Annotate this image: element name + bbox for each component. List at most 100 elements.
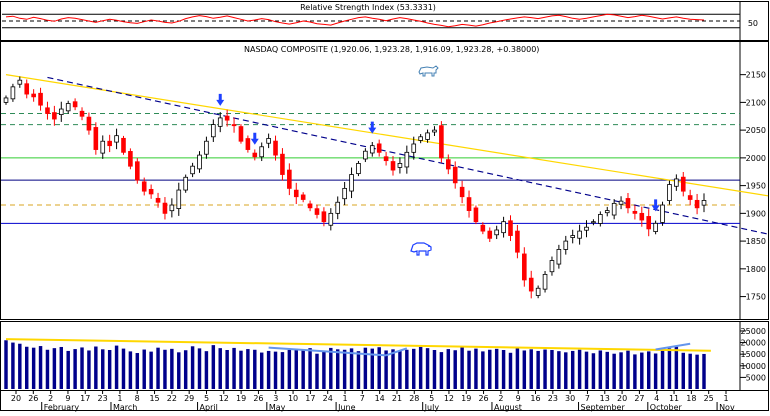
candle-body [515,230,520,253]
candle-body [591,221,596,224]
date-tick-label: 28 [409,394,419,403]
candle-body [556,249,562,265]
candle-body [646,216,652,230]
date-tick-label: 30 [565,394,575,403]
month-label: October [650,403,683,412]
candle-body [280,153,285,175]
down-arrow-icon [651,199,660,212]
candle-body [604,210,610,214]
date-tick-label: 20 [11,394,21,403]
candle-body [72,101,78,108]
candle-body [432,129,437,133]
price-tick-label: 1750 [746,293,766,302]
candle-body [459,186,465,198]
bear-icon [410,242,432,256]
date-tick-label: 17 [305,394,315,403]
price-tick-label: 2050 [746,126,766,135]
date-tick-label: 17 [80,394,90,403]
date-tick-label: 1 [117,394,122,403]
date-tick-label: 9 [516,394,521,403]
candle-body [598,214,603,224]
rsi-line [5,13,705,28]
candle-body [570,235,575,238]
candle-body [128,151,133,167]
candle-body [445,159,451,170]
candle-body [480,224,486,232]
rsi-tick-label: 50 [748,19,758,28]
candle-body [342,187,347,200]
trendline [5,74,769,197]
candle-body [307,203,313,209]
candle-body [376,143,382,153]
candle-body [501,221,506,234]
candle-body [24,83,30,95]
date-tick-label: 18 [686,394,696,403]
candle-body [328,212,334,226]
candle-body [522,253,527,281]
candle-body [121,137,126,153]
date-tick-label: 2 [498,394,503,403]
date-tick-label: 22 [167,394,177,403]
candle-body [86,116,92,131]
date-tick-label: 26 [478,394,488,403]
candle-body [238,126,244,142]
candle-body [625,198,631,209]
candle-body [287,169,292,189]
candle-body [335,201,341,214]
month-label: March [113,403,137,412]
candle-body [549,260,555,273]
price-tick-label: 1950 [746,182,766,191]
candle-body [535,287,541,296]
date-tick-label: 27 [634,394,644,403]
date-tick-label: 26 [253,394,263,403]
candle-body [466,197,472,211]
candle-body [58,108,64,115]
candle-body [674,178,679,187]
candle-body [314,208,320,215]
month-label: July [424,403,440,412]
month-label: August [494,403,522,412]
volume-tick-label: 5000 [746,373,766,382]
candle-body [577,230,582,239]
candle-body [45,107,50,114]
date-tick-label: 5 [204,394,209,403]
candle-body [107,140,112,147]
candle-body [418,136,423,141]
candle-body [38,92,43,106]
candle-body [508,220,513,236]
candle-body [10,86,16,100]
candle-body [259,146,265,158]
candle-body [141,181,147,192]
candle-body [528,277,534,292]
volume-trendline [655,342,691,351]
date-tick-label: 9 [65,394,70,403]
candle-body [653,222,658,232]
date-tick-label: 10 [288,394,298,403]
date-tick-label: 11 [669,394,679,403]
volume-tick-label: 10000 [741,362,766,371]
date-tick-label: 20 [617,394,627,403]
date-tick-label: 13 [600,394,610,403]
candle-body [701,200,707,206]
month-label: April [200,403,218,412]
candle-body [321,211,327,223]
candle-body [224,115,230,121]
candle-body [660,204,665,223]
date-tick-label: 25 [704,394,714,403]
date-tick-label: 15 [149,394,159,403]
candle-body [245,138,251,150]
candle-body [217,117,223,127]
candle-body [542,273,548,290]
price-tick-label: 1900 [746,209,766,218]
date-tick-label: 29 [184,394,194,403]
candle-body [183,176,188,191]
candle-body [584,226,589,231]
candle-body [632,210,638,214]
candle-body [3,97,9,103]
candle-body [452,166,458,184]
candle-body [197,154,202,170]
date-tick-label: 4 [654,394,659,403]
date-tick-label: 1 [723,394,728,403]
candle-body [363,150,368,160]
candle-body [93,127,99,150]
